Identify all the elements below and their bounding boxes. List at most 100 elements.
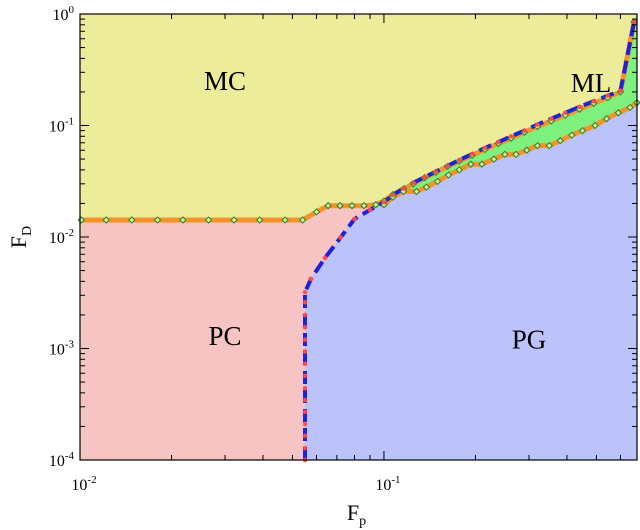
marker-lower-12 (512, 150, 520, 159)
marker-upper-6 (230, 216, 238, 224)
marker-upper-10 (312, 208, 321, 216)
marker-lower-11 (501, 150, 509, 159)
y-axis-label: FD (6, 226, 35, 248)
marker-upper-12 (336, 201, 344, 210)
marker-blue-26 (445, 163, 451, 169)
tick-labels: 10-2 10-1 10-4 10-3 10-2 10-1 100 (49, 4, 401, 494)
marker-blue-11 (302, 324, 308, 330)
marker-blue-18 (352, 216, 357, 222)
marker-upper-3 (153, 216, 162, 224)
marker-blue-39 (618, 88, 623, 94)
marker-blue-3 (302, 421, 308, 427)
marker-lower-17 (568, 131, 576, 139)
marker-upper-15 (372, 200, 380, 209)
marker-blue-38 (605, 93, 611, 99)
y-axis-label-sub: D (20, 226, 35, 236)
marker-blue-14 (302, 289, 308, 295)
marker-lower-15 (545, 141, 554, 150)
marker-blue-5 (302, 397, 308, 403)
marker-blue-32 (522, 128, 527, 134)
marker-upper-5 (204, 216, 213, 224)
marker-lower-13 (523, 146, 531, 154)
marker-upper-13 (348, 201, 356, 210)
marker-blue-24 (422, 174, 427, 180)
marker-upper-7 (255, 216, 264, 224)
marker-lower-7 (455, 166, 464, 174)
marker-upper-2 (128, 216, 136, 224)
marker-lower-3 (412, 187, 421, 196)
marker-blue-12 (302, 312, 308, 318)
y-tick-label: 10-2 (49, 227, 74, 247)
marker-blue-2 (302, 433, 308, 439)
region-labels: MC PC PG ML (204, 66, 611, 355)
marker-lower-4 (422, 183, 431, 191)
marker-upper-14 (360, 201, 368, 210)
marker-blue-23 (411, 180, 416, 186)
region-pg (305, 102, 637, 460)
marker-lower-21 (614, 109, 623, 117)
x-axis-label-sub: p (359, 514, 366, 529)
marker-lower-18 (578, 126, 587, 135)
y-tick-label: 10-1 (49, 116, 74, 136)
marker-upper-1 (102, 216, 110, 224)
marker-blue-16 (322, 255, 328, 261)
marker-blue-17 (338, 235, 343, 240)
marker-blue-1 (302, 445, 308, 451)
x-axis-label-base: F (347, 500, 359, 525)
marker-blue-21 (390, 192, 396, 198)
marker-blue-10 (302, 337, 308, 343)
x-axis-label: Fp (347, 500, 366, 529)
marker-lower-5 (433, 177, 442, 186)
marker-blue-40 (631, 19, 637, 25)
marker-blue-36 (577, 104, 582, 110)
region-label-ml: ML (571, 68, 612, 98)
y-tick-label: 10-3 (49, 339, 75, 359)
marker-blue-29 (482, 145, 488, 151)
marker-blue-8 (302, 361, 308, 367)
marker-lower-14 (533, 141, 542, 150)
plot-frame (79, 13, 638, 461)
marker-blue-30 (496, 139, 501, 145)
marker-blue-20 (381, 199, 387, 205)
marker-lower-8 (467, 160, 475, 168)
boundary-markers (77, 18, 640, 463)
marker-blue-28 (469, 151, 475, 157)
x-tick-label: 10-1 (375, 474, 400, 494)
marker-blue-9 (302, 349, 308, 354)
marker-lower-16 (556, 136, 564, 145)
marker-blue-6 (302, 385, 308, 391)
plot-regions (80, 14, 637, 460)
marker-blue-27 (456, 157, 462, 163)
region-label-pg: PG (512, 325, 547, 355)
region-label-mc: MC (204, 66, 246, 96)
x-tick-label: 10-2 (71, 474, 96, 494)
y-tick-label: 100 (53, 4, 75, 24)
marker-blue-22 (401, 186, 406, 191)
marker-blue-15 (308, 276, 314, 282)
marker-upper-11 (324, 201, 332, 210)
marker-lower-20 (602, 114, 611, 123)
region-label-pc: PC (209, 321, 242, 351)
marker-lower-9 (478, 160, 486, 168)
marker-blue-34 (548, 116, 554, 122)
marker-blue-33 (535, 122, 540, 127)
y-axis-label-base: F (6, 236, 31, 248)
marker-upper-8 (281, 216, 289, 224)
marker-blue-31 (508, 133, 514, 139)
marker-blue-19 (367, 207, 373, 213)
marker-upper-9 (298, 216, 307, 224)
marker-blue-4 (302, 409, 308, 415)
y-tick-label: 10-4 (49, 450, 75, 470)
marker-blue-37 (591, 98, 597, 104)
marker-lower-10 (490, 155, 498, 163)
marker-blue-13 (302, 299, 308, 305)
marker-blue-35 (562, 110, 568, 116)
marker-lower-19 (591, 121, 599, 130)
marker-blue-25 (433, 169, 439, 175)
marker-upper-4 (179, 216, 187, 224)
marker-lower-22 (626, 103, 634, 112)
marker-blue-7 (302, 373, 308, 379)
marker-lower-6 (444, 171, 453, 179)
axis-ticks (79, 13, 637, 461)
